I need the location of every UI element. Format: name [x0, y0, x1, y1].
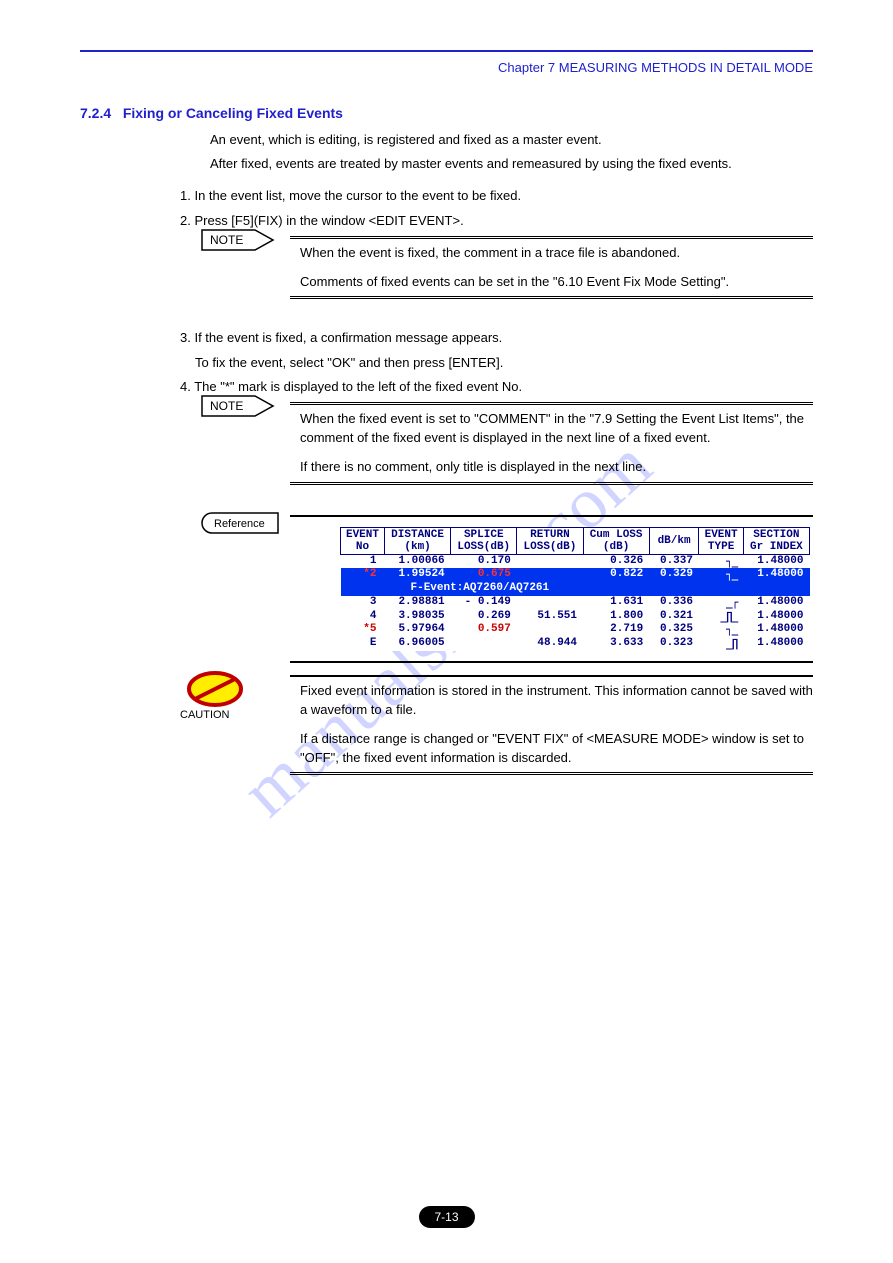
- note2-line1: When the fixed event is set to "COMMENT"…: [300, 405, 813, 453]
- table-header: DISTANCE(km): [385, 527, 451, 554]
- event-table: EVENTNoDISTANCE(km)SPLICELOSS(dB)RETURNL…: [340, 527, 810, 651]
- step-4-text: The "*" mark is displayed to the left of…: [194, 379, 522, 394]
- cell-cum: 0.326: [583, 554, 649, 568]
- step-3a-text: If the event is fixed, a confirmation me…: [194, 330, 502, 345]
- reference-tab-icon: Reference: [200, 511, 280, 535]
- header-rule: [80, 50, 813, 52]
- cell-splice: 0.269: [451, 610, 517, 624]
- cell-dbkm: 0.337: [649, 554, 699, 568]
- cell-no: 1: [341, 554, 385, 568]
- cell-idx: 1.48000: [743, 596, 809, 610]
- cell-cum: 0.822: [583, 568, 649, 582]
- step-1-text: In the event list, move the cursor to th…: [194, 188, 521, 203]
- step-3a: 3. If the event is fixed, a confirmation…: [180, 329, 813, 347]
- page-number: 7-13: [418, 1206, 474, 1228]
- cell-splice: - 0.149: [451, 596, 517, 610]
- table-row: *21.995240.675 0.8220.329┐_1.48000: [341, 568, 810, 582]
- section-num: 7.2.4: [80, 105, 111, 121]
- note-arrow-icon: NOTE: [200, 228, 275, 252]
- cell-splice: [451, 637, 517, 651]
- caution-line1: Fixed event information is stored in the…: [300, 677, 813, 725]
- note1-line1: When the event is fixed, the comment in …: [300, 239, 813, 268]
- note-arrow-icon: NOTE: [200, 394, 275, 418]
- cell-dist: 3.98035: [385, 610, 451, 624]
- cell-no: E: [341, 637, 385, 651]
- event-list-screenshot: EVENTNoDISTANCE(km)SPLICELOSS(dB)RETURNL…: [340, 527, 810, 651]
- cell-splice: 0.597: [451, 623, 517, 637]
- note1-line2: Comments of fixed events can be set in t…: [300, 268, 813, 297]
- svg-text:Reference: Reference: [214, 518, 265, 530]
- cell-type: _┌: [699, 596, 743, 610]
- table-row: 43.980350.26951.5511.8000.321_∏_1.48000: [341, 610, 810, 624]
- cell-splice: 0.170: [451, 554, 517, 568]
- cell-idx: 1.48000: [743, 554, 809, 568]
- cell-dbkm: 0.323: [649, 637, 699, 651]
- cell-dist: 6.96005: [385, 637, 451, 651]
- cell-ret: 51.551: [517, 610, 583, 624]
- step-2-text: Press [F5](FIX) in the window <EDIT EVEN…: [194, 213, 463, 228]
- intro-1: An event, which is editing, is registere…: [210, 131, 813, 149]
- table-header: Cum LOSS(dB): [583, 527, 649, 554]
- cell-no: 4: [341, 610, 385, 624]
- step-3b: To fix the event, select "OK" and then p…: [195, 354, 813, 372]
- table-header: SPLICELOSS(dB): [451, 527, 517, 554]
- cell-ret: [517, 554, 583, 568]
- caution-label: CAUTION: [180, 709, 230, 721]
- table-row: 32.98881- 0.149 1.6310.336_┌1.48000: [341, 596, 810, 610]
- table-row: *55.979640.597 2.7190.325┐_1.48000: [341, 623, 810, 637]
- cell-type: ┐_: [699, 554, 743, 568]
- cell-idx: 1.48000: [743, 568, 809, 582]
- chapter-heading: Chapter 7 MEASURING METHODS IN DETAIL MO…: [80, 60, 813, 75]
- cell-no: *5: [341, 623, 385, 637]
- note-2: NOTE When the fixed event is set to "COM…: [80, 402, 813, 485]
- cell-ret: [517, 623, 583, 637]
- cell-cum: 1.631: [583, 596, 649, 610]
- table-header: EVENTNo: [341, 527, 385, 554]
- prohibit-icon: [185, 669, 245, 709]
- table-row: E6.96005 48.9443.6330.323_∏1.48000: [341, 637, 810, 651]
- cell-dbkm: 0.321: [649, 610, 699, 624]
- cell-cum: 3.633: [583, 637, 649, 651]
- fevent-cell: F-Event:AQ7260/AQ7261: [341, 582, 810, 596]
- reference-block: Reference EVENTNoDISTANCE(km)SPLICELOSS(…: [80, 515, 813, 663]
- cell-dist: 1.00066: [385, 554, 451, 568]
- cell-dbkm: 0.329: [649, 568, 699, 582]
- cell-ret: [517, 568, 583, 582]
- cell-dist: 2.98881: [385, 596, 451, 610]
- cell-dbkm: 0.336: [649, 596, 699, 610]
- cell-type: ┐_: [699, 568, 743, 582]
- table-header: SECTIONGr INDEX: [743, 527, 809, 554]
- cell-type: _∏_: [699, 610, 743, 624]
- table-row: 11.000660.170 0.3260.337┐_1.48000: [341, 554, 810, 568]
- cell-no: *2: [341, 568, 385, 582]
- note-1: NOTE When the event is fixed, the commen…: [80, 236, 813, 300]
- table-row: F-Event:AQ7260/AQ7261: [341, 582, 810, 596]
- svg-text:NOTE: NOTE: [210, 233, 243, 247]
- section-title: Fixing or Canceling Fixed Events: [123, 105, 343, 121]
- cell-cum: 1.800: [583, 610, 649, 624]
- note2-line2: If there is no comment, only title is di…: [300, 453, 813, 482]
- cell-type: _∏: [699, 637, 743, 651]
- table-header: dB/km: [649, 527, 699, 554]
- cell-no: 3: [341, 596, 385, 610]
- cell-ret: [517, 596, 583, 610]
- cell-dbkm: 0.325: [649, 623, 699, 637]
- cell-idx: 1.48000: [743, 623, 809, 637]
- caution-line2: If a distance range is changed or "EVENT…: [300, 725, 813, 773]
- caution-block: CAUTION Fixed event information is store…: [80, 675, 813, 775]
- section-heading: 7.2.4 Fixing or Canceling Fixed Events: [80, 105, 813, 121]
- cell-splice: 0.675: [451, 568, 517, 582]
- cell-ret: 48.944: [517, 637, 583, 651]
- cell-dist: 5.97964: [385, 623, 451, 637]
- cell-type: ┐_: [699, 623, 743, 637]
- cell-cum: 2.719: [583, 623, 649, 637]
- svg-text:NOTE: NOTE: [210, 399, 243, 413]
- cell-idx: 1.48000: [743, 637, 809, 651]
- step-1: 1. In the event list, move the cursor to…: [180, 187, 813, 205]
- intro-2: After fixed, events are treated by maste…: [210, 155, 813, 173]
- table-header: EVENTTYPE: [699, 527, 743, 554]
- cell-dist: 1.99524: [385, 568, 451, 582]
- table-header: RETURNLOSS(dB): [517, 527, 583, 554]
- cell-idx: 1.48000: [743, 610, 809, 624]
